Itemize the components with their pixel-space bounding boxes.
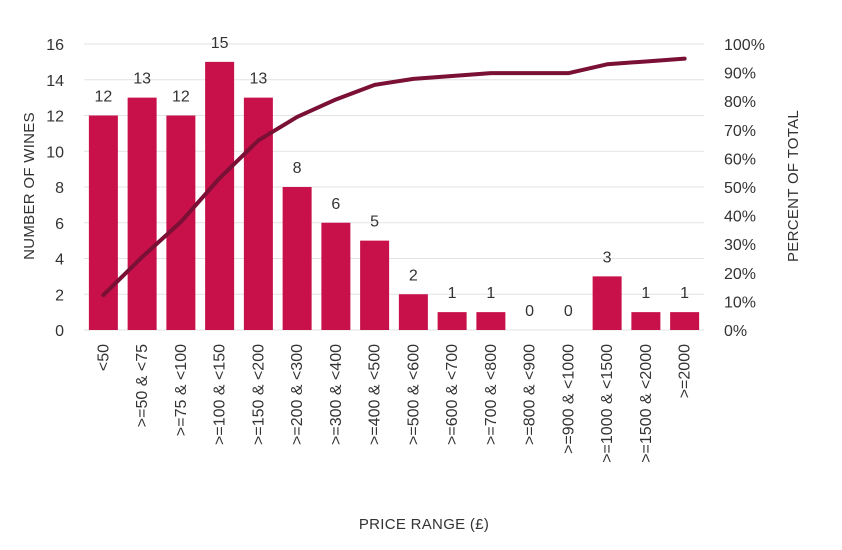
y-tick-label: 12 [46, 109, 64, 126]
bar [631, 312, 661, 330]
x-tick-label: >=900 & <1000 [560, 344, 577, 454]
x-tick-label: >=500 & <600 [405, 344, 422, 445]
bar [437, 312, 467, 330]
x-tick-label: >=75 & <100 [173, 344, 190, 436]
y2-tick-label: 40% [724, 209, 756, 226]
x-axis-ticks: <50 >=50 & <75 >=75 & <100 >=100 & <150 >=15… [95, 344, 693, 463]
y2-tick-label: 0% [724, 323, 747, 340]
bar [476, 312, 506, 330]
data-label: 12 [172, 89, 190, 106]
data-label: 12 [94, 89, 112, 106]
y2-tick-label: 30% [724, 237, 756, 254]
bar [127, 97, 157, 330]
bar [88, 115, 118, 330]
y2-tick-label: 60% [724, 151, 756, 168]
x-tick-label: >=300 & <400 [328, 344, 345, 445]
x-tick-label: >=800 & <900 [522, 344, 539, 445]
bar [592, 276, 622, 330]
x-tick-label: >=2000 [677, 344, 694, 398]
bar [398, 294, 428, 330]
bar [360, 240, 390, 330]
data-label: 13 [133, 71, 151, 88]
data-label: 6 [331, 196, 340, 213]
data-label: 8 [293, 160, 302, 177]
data-label: 3 [603, 249, 612, 266]
data-label: 0 [525, 303, 534, 320]
y-tick-label: 16 [46, 37, 64, 54]
data-label: 1 [448, 285, 457, 302]
y-tick-label: 10 [46, 144, 64, 161]
data-labels: 12 13 12 15 13 8 6 5 2 1 1 0 0 3 1 1 [94, 35, 689, 320]
bar-series [88, 61, 700, 330]
x-tick-label: >=200 & <300 [289, 344, 306, 445]
y2-tick-label: 50% [724, 180, 756, 197]
left-axis-ticks: 0 2 4 6 8 10 12 14 16 [46, 37, 64, 340]
y2-tick-label: 20% [724, 266, 756, 283]
bar [321, 222, 351, 330]
data-label: 5 [370, 214, 379, 231]
x-tick-label: >=50 & <75 [134, 344, 151, 427]
y-tick-label: 2 [55, 287, 64, 304]
y2-tick-label: 100% [724, 37, 765, 54]
cumulative-line [101, 56, 687, 298]
bar [282, 187, 312, 330]
data-label: 13 [249, 71, 267, 88]
x-tick-label: >=600 & <700 [444, 344, 461, 445]
bar [205, 61, 235, 330]
data-label: 2 [409, 267, 418, 284]
x-tick-label: >=150 & <200 [250, 344, 267, 445]
y-tick-label: 6 [55, 216, 64, 233]
data-label: 0 [564, 303, 573, 320]
y2-tick-label: 10% [724, 294, 756, 311]
y-tick-label: 4 [55, 252, 64, 269]
data-label: 1 [641, 285, 650, 302]
x-tick-label: >=700 & <800 [483, 344, 500, 445]
x-tick-label: >=1000 & <1500 [599, 344, 616, 463]
x-tick-label: >=400 & <500 [367, 344, 384, 445]
cumulative-line-series [101, 56, 687, 298]
y2-axis-title: PERCENT OF TOTAL [785, 110, 802, 262]
y-axis-title: NUMBER OF WINES [21, 112, 38, 260]
bar [670, 312, 700, 330]
x-tick-label: >=100 & <150 [212, 344, 229, 445]
y2-tick-label: 80% [724, 94, 756, 111]
x-tick-label: >=1500 & <2000 [638, 344, 655, 463]
x-tick-label: <50 [95, 344, 112, 371]
y2-tick-label: 90% [724, 66, 756, 83]
data-label: 1 [680, 285, 689, 302]
y-tick-label: 8 [55, 180, 64, 197]
data-label: 1 [486, 285, 495, 302]
y-tick-label: 0 [55, 323, 64, 340]
y-tick-label: 14 [46, 73, 64, 90]
right-axis-ticks: 0% 10% 20% 30% 40% 50% 60% 70% 80% 90% 100% [724, 37, 765, 340]
data-label: 15 [211, 35, 229, 52]
y2-tick-label: 70% [724, 123, 756, 140]
x-axis-title: PRICE RANGE (£) [359, 516, 489, 533]
